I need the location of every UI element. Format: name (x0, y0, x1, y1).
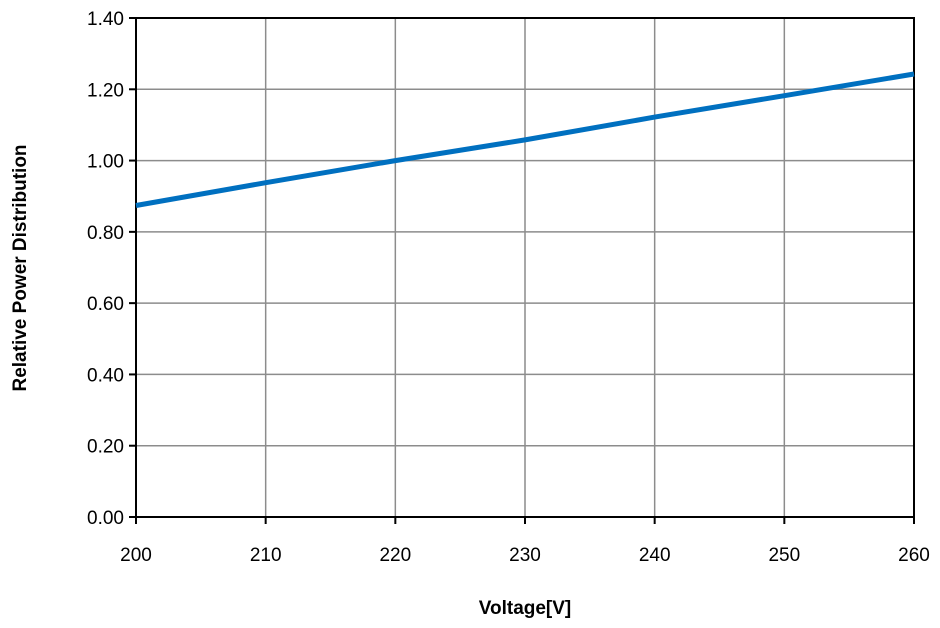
x-tick-label: 220 (379, 545, 411, 566)
y-axis-ticks: 0.00 0.20 0.40 0.60 0.80 1.00 1.20 1.40 (87, 9, 136, 529)
y-tick-label: 0.20 (87, 437, 124, 458)
x-tick-label: 230 (509, 545, 541, 566)
x-tick-label: 240 (639, 545, 671, 566)
y-tick-label: 1.40 (87, 9, 124, 30)
x-tick-label: 200 (120, 545, 152, 566)
x-axis-label: Voltage[V] (479, 598, 572, 619)
x-tick-label: 260 (898, 545, 930, 566)
y-tick-label: 1.00 (87, 152, 124, 173)
y-tick-label: 0.40 (87, 365, 124, 386)
series-line-0 (135, 71, 915, 208)
y-axis-label: Relative Power Distribution (10, 144, 31, 391)
y-tick-label: 1.20 (87, 80, 124, 101)
series-group (135, 71, 915, 208)
x-axis-ticks: 200 210 220 230 240 250 260 (120, 517, 930, 566)
y-tick-label: 0.60 (87, 294, 124, 315)
x-tick-label: 250 (768, 545, 800, 566)
y-tick-label: 0.80 (87, 223, 124, 244)
x-tick-label: 210 (250, 545, 282, 566)
grid-lines (136, 18, 914, 517)
y-tick-label: 0.00 (87, 508, 124, 529)
